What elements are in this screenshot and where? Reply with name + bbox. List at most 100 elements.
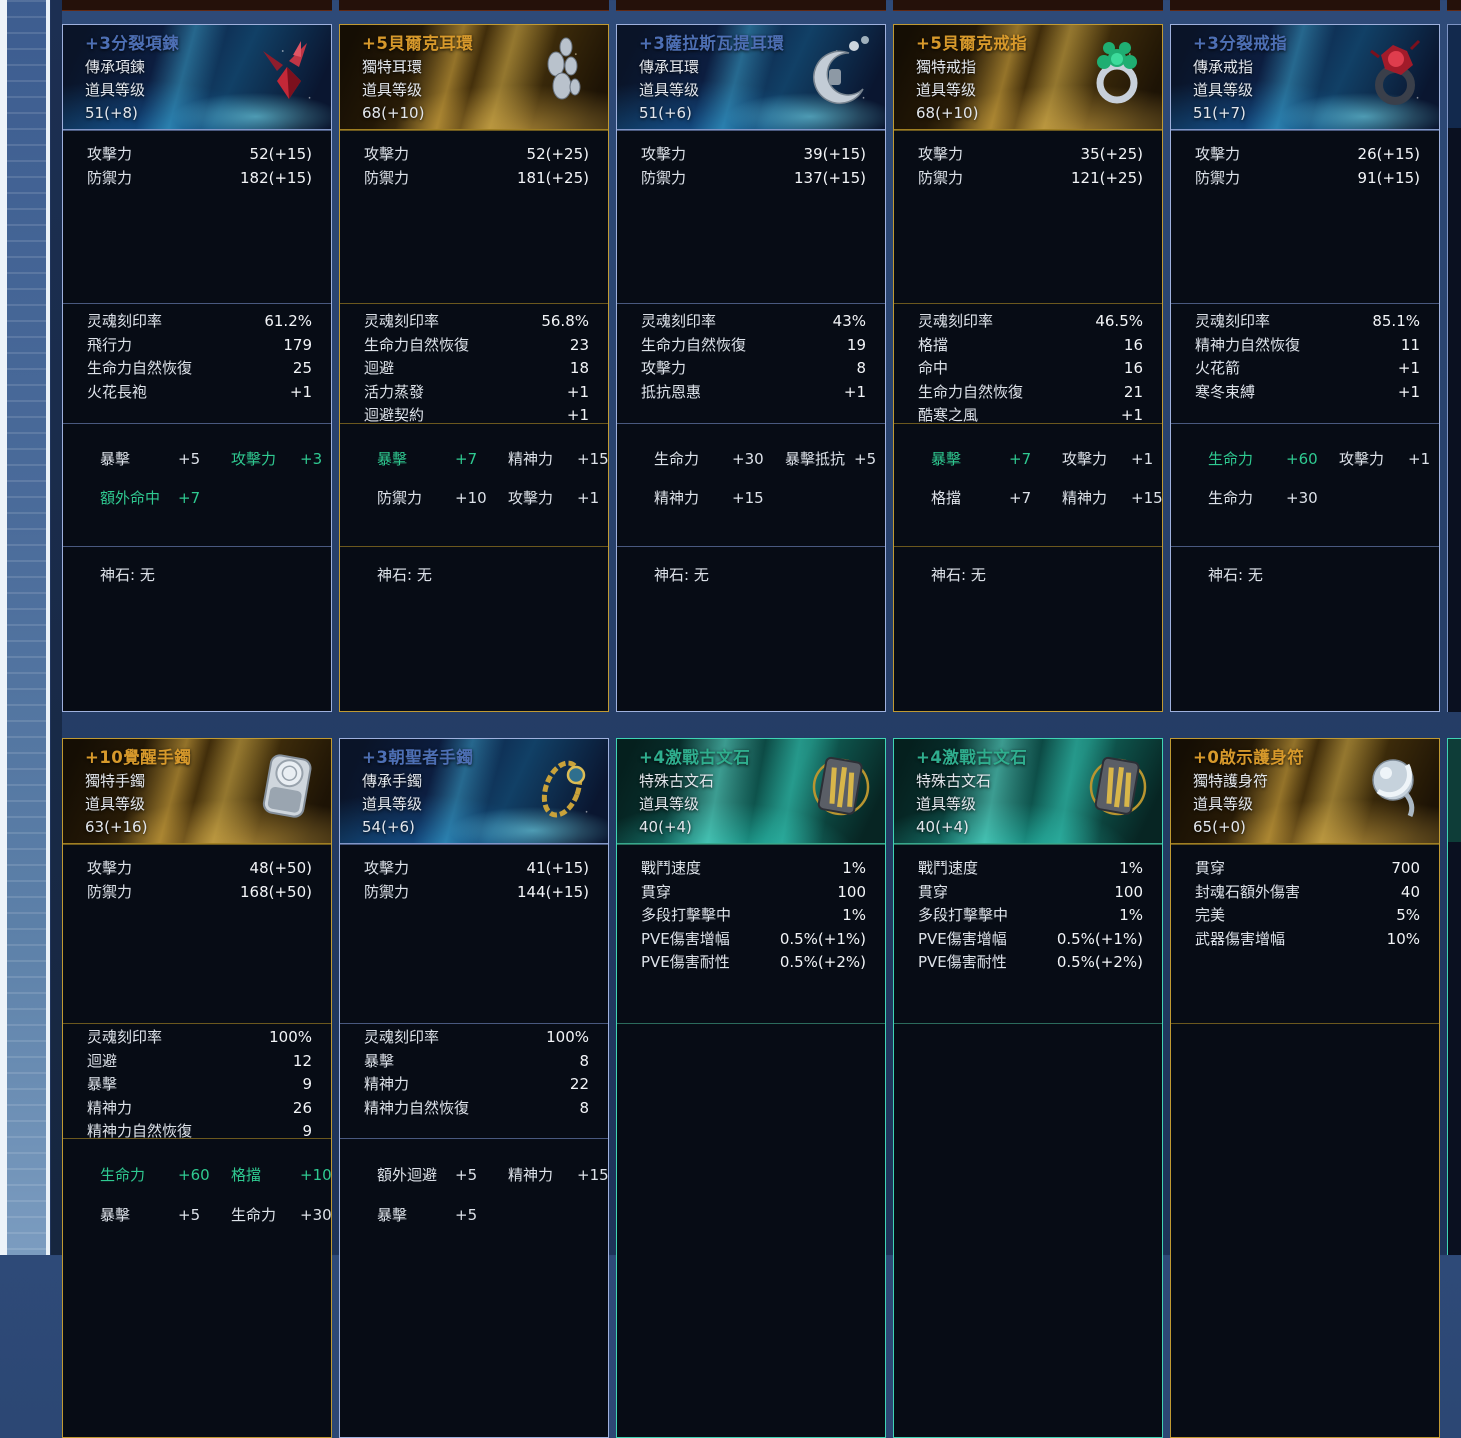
item-card[interactable]: +3分裂項鍊 傳承項鍊 道具等级 51(+8) 攻擊力 52(+15) 防禦力 182… (62, 24, 332, 712)
stat-label: 攻擊力 (641, 145, 687, 163)
red-gem-ring-icon (1353, 31, 1433, 116)
item-card-header: +3分裂項鍊 傳承項鍊 道具等级 51(+8) (63, 25, 331, 130)
stat-row: 精神力自然恢復 9 (63, 1120, 331, 1144)
stat-label: PVE傷害增幅 (918, 929, 1007, 948)
base-stats-section: 戰鬥速度 1% 貫穿 100 多段打擊擊中 1% PVE傷害增幅 0.5%(+1%) PVE傷害… (617, 844, 885, 1023)
red-winged-pendant-icon (245, 31, 325, 116)
stat-value: 144(+15) (517, 882, 589, 901)
stat-label: 飛行力 (87, 335, 133, 354)
stat-label: PVE傷害耐性 (641, 953, 730, 971)
cropped-card-remnant (893, 0, 1163, 11)
stat-value: 21 (1123, 382, 1143, 401)
silver-earring-icon (522, 31, 602, 116)
bonus-stats-section: 生命力 +30 暴擊抵抗 +5 精神力 +15 (617, 423, 885, 546)
stat-row: 生命力自然恢復 23 (340, 334, 608, 358)
stat-value: 40 (1400, 882, 1420, 901)
stat-row: 抵抗恩惠 +1 (617, 381, 885, 405)
stat-row: 防禦力 168(+50) (63, 881, 331, 905)
stat-value: 61.2% (264, 312, 312, 330)
stat-value: 1% (1119, 859, 1143, 877)
godstone-section: 神石: 无 (617, 546, 885, 711)
item-card[interactable]: +5貝爾克戒指 獨特戒指 道具等级 68(+10) 攻擊力 35(+25) 防禦力 1… (893, 24, 1163, 712)
card-row-1: +3分裂項鍊 傳承項鍊 道具等级 51(+8) 攻擊力 52(+15) 防禦力 18 2… (62, 24, 1440, 712)
bonus-stat-label: 精神力 (1062, 489, 1108, 507)
stat-label: 生命力自然恢復 (87, 359, 193, 377)
stat-value: 181(+25) (517, 168, 589, 187)
item-type: 獨特耳環 (362, 58, 423, 76)
stat-row: 攻擊力 35(+25) (894, 143, 1162, 167)
cutoff-card-sliver (1447, 738, 1461, 1255)
stat-value: 8 (579, 1051, 589, 1070)
green-flower-ring-icon (1076, 31, 1156, 116)
item-level-label: 道具等级 (639, 795, 700, 813)
stat-value: 100 (837, 882, 866, 901)
stat-row: 暴擊 9 (63, 1073, 331, 1097)
item-level-value: 40(+4) (639, 818, 692, 836)
stat-label: 灵魂刻印率 (87, 1028, 163, 1046)
godstone-section: 神石: 无 (340, 546, 608, 711)
item-card[interactable]: +3薩拉斯瓦提耳環 傳承耳環 道具等级 51(+6) 攻擊力 39(+15) 防禦力… (616, 24, 886, 712)
stat-row: 寒冬束縛 +1 (1171, 381, 1439, 405)
stat-value: +1 (1120, 406, 1143, 424)
stat-row: 灵魂刻印率 43% (617, 310, 885, 334)
bonus-stat-label: 攻擊力 (1062, 450, 1108, 468)
stat-row: 命中 16 (894, 357, 1162, 381)
item-type: 特殊古文石 (916, 772, 992, 790)
stat-label: 攻擊力 (87, 145, 133, 163)
stat-value: 179 (283, 335, 312, 354)
stat-row: 防禦力 137(+15) (617, 167, 885, 191)
item-card[interactable]: +4激戰古文石 特殊古文石 道具等级 40(+4) 戰鬥速度 1% 貫穿 100 多段打… (616, 738, 886, 1438)
stat-value: 52(+15) (249, 145, 312, 163)
item-card[interactable]: +4激戰古文石 特殊古文石 道具等级 40(+4) 戰鬥速度 1% 貫穿 100 多段打… (893, 738, 1163, 1438)
stat-row: 戰鬥速度 1% (617, 857, 885, 881)
item-card[interactable]: +0啟示護身符 獨特護身符 道具等级 65(+0) 貫穿 700 封魂石額外傷害 40… (1170, 738, 1440, 1438)
bonus-stat-label: 生命力 (231, 1206, 277, 1224)
stat-label: 生命力自然恢復 (918, 382, 1024, 401)
stat-row: 精神力 26 (63, 1097, 331, 1121)
item-name: +0啟示護身符 (1193, 748, 1305, 767)
bonus-stat-value: +10 (300, 1166, 332, 1184)
bonus-stat-value: +30 (732, 450, 764, 468)
item-type: 獨特護身符 (1193, 772, 1269, 790)
bonus-stat-value: +5 (455, 1166, 478, 1184)
item-card[interactable]: +10覺醒手鐲 獨特手鐲 道具等级 63(+16) 攻擊力 48(+50) 防禦力 1… (62, 738, 332, 1438)
item-card-header: +3朝聖者手鐲 傳承手鐲 道具等级 54(+6) (340, 739, 608, 844)
stat-value: 35(+25) (1080, 145, 1143, 163)
stat-value: 25 (292, 359, 312, 377)
bonus-stats-section: 暴擊 +7 攻擊力 +1 格擋 +7 精神力 +15 (894, 423, 1163, 546)
soul-imprint-section: 灵魂刻印率 85.1% 精神力自然恢復 11 火花箭 +1 寒冬束縛 +1 (1171, 303, 1439, 423)
stat-row: 戰鬥速度 1% (894, 857, 1162, 881)
stat-value: 18 (569, 359, 589, 377)
item-card-header: +0啟示護身符 獨特護身符 道具等级 65(+0) (1171, 739, 1439, 844)
item-card-header: +4激戰古文石 特殊古文石 道具等级 40(+4) (894, 739, 1162, 844)
base-stats-section: 攻擊力 52(+15) 防禦力 182(+15) (63, 130, 331, 303)
stat-label: 灵魂刻印率 (364, 312, 440, 330)
item-card-header: +10覺醒手鐲 獨特手鐲 道具等级 63(+16) (63, 739, 331, 844)
cropped-card-remnant (339, 0, 609, 11)
item-card[interactable]: +3分裂戒指 傳承戒指 道具等级 51(+7) 攻擊力 26(+15) 防禦力 91(… (1170, 24, 1440, 712)
stat-label: 精神力自然恢復 (364, 1098, 470, 1117)
stat-label: 貫穿 (1195, 859, 1226, 877)
item-card[interactable]: +3朝聖者手鐲 傳承手鐲 道具等级 54(+6) 攻擊力 41(+15) 防禦力 14… (339, 738, 609, 1438)
stat-label: 多段打擊擊中 (918, 906, 1009, 924)
stat-label: 活力蒸發 (364, 382, 425, 401)
stat-value: 8 (856, 359, 866, 377)
stat-label: 寒冬束縛 (1195, 382, 1256, 401)
stat-row: 防禦力 121(+25) (894, 167, 1162, 191)
stat-row: PVE傷害耐性 0.5%(+2%) (617, 951, 885, 975)
item-level-label: 道具等级 (85, 81, 146, 99)
bonus-stat-label: 精神力 (508, 1166, 554, 1184)
soul-imprint-section: 灵魂刻印率 43% 生命力自然恢復 19 攻擊力 8 抵抗恩惠 +1 (617, 303, 885, 423)
base-stats-section: 攻擊力 52(+25) 防禦力 181(+25) (340, 130, 608, 303)
base-stats-section: 攻擊力 35(+25) 防禦力 121(+25) (894, 130, 1162, 303)
stat-row: 格擋 16 (894, 334, 1162, 358)
cropped-card-remnant (616, 0, 886, 11)
board-gutter (51, 0, 62, 1255)
base-stats-section: 攻擊力 48(+50) 防禦力 168(+50) (63, 844, 331, 1023)
stat-value: 700 (1391, 859, 1420, 877)
bonus-stat-label: 防禦力 (377, 489, 423, 507)
bonus-stat-label: 攻擊力 (508, 489, 554, 507)
stat-value: 168(+50) (240, 882, 312, 901)
item-level-value: 54(+6) (362, 818, 415, 836)
item-card[interactable]: +5貝爾克耳環 獨特耳環 道具等级 68(+10) 攻擊力 52(+25) 防禦力 1… (339, 24, 609, 712)
